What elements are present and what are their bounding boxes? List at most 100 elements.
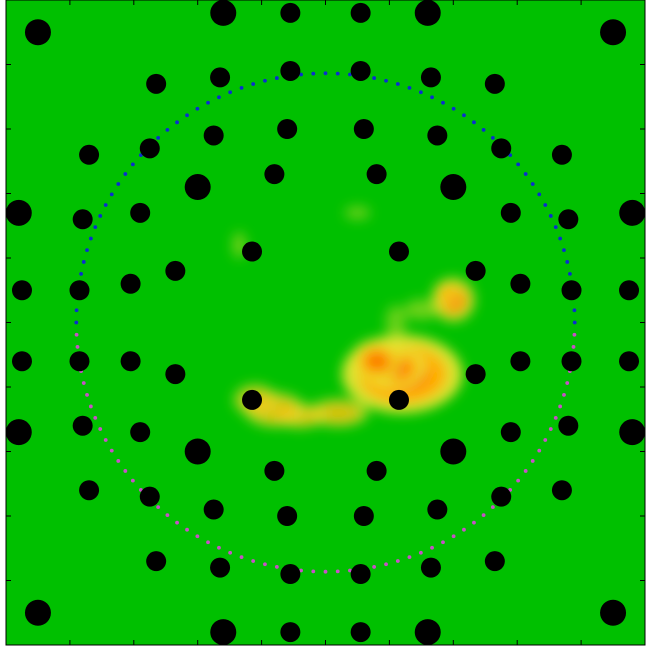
- small-marker: [139, 486, 160, 507]
- small-marker: [280, 2, 301, 23]
- lower-arc-dot: [217, 545, 221, 550]
- lower-arc-dot: [553, 415, 558, 420]
- upper-arc-dot: [348, 72, 352, 77]
- lower-arc-dot: [103, 438, 108, 442]
- upper-arc-dot: [175, 120, 179, 125]
- lower-arc-dot: [165, 513, 170, 518]
- upper-arc-dot: [206, 100, 210, 105]
- small-marker: [72, 415, 93, 436]
- small-marker: [427, 499, 448, 520]
- small-marker: [11, 351, 32, 372]
- upper-arc-dot: [103, 203, 108, 207]
- upper-arc-dot: [558, 236, 563, 241]
- lower-arc-dot: [516, 478, 521, 483]
- small-marker: [619, 280, 640, 301]
- small-marker: [388, 389, 409, 410]
- small-marker: [353, 506, 374, 526]
- upper-arc-dot: [395, 82, 400, 86]
- heat-blob-core: [365, 351, 389, 371]
- small-marker: [165, 260, 186, 281]
- lower-arc-dot: [372, 565, 377, 569]
- upper-arc-dot: [530, 182, 535, 186]
- heat-blob-outer: [404, 299, 439, 321]
- lower-arc-dot: [451, 534, 456, 539]
- large-marker: [414, 0, 441, 26]
- lower-arc-dot: [481, 513, 486, 518]
- small-marker: [277, 506, 298, 526]
- upper-arc-dot: [565, 260, 570, 264]
- heat-layer: [232, 205, 475, 429]
- small-marker: [72, 209, 93, 230]
- large-marker: [24, 599, 51, 626]
- lower-arc-dot: [195, 534, 200, 539]
- lower-arc-dot: [109, 448, 114, 453]
- lower-arc-dot: [523, 469, 528, 473]
- lower-arc-dot: [418, 550, 423, 555]
- small-marker: [561, 280, 582, 301]
- lower-arc-dot: [537, 448, 542, 453]
- upper-arc-dot: [263, 78, 267, 83]
- small-marker: [203, 499, 224, 520]
- large-marker: [600, 599, 627, 626]
- small-marker: [203, 125, 224, 146]
- lower-arc-dot: [239, 555, 244, 560]
- small-marker: [561, 351, 582, 372]
- small-marker: [551, 480, 572, 501]
- small-marker: [120, 351, 141, 372]
- small-marker: [465, 364, 486, 385]
- small-marker: [510, 351, 531, 372]
- upper-arc-dot: [481, 127, 486, 132]
- small-marker: [280, 564, 301, 585]
- upper-arc-dot: [116, 182, 121, 186]
- upper-arc-dot: [548, 214, 553, 218]
- heat-blob-outer: [344, 205, 371, 220]
- upper-arc-dot: [156, 135, 161, 140]
- upper-arc-dot: [323, 71, 328, 76]
- lower-arc-dot: [206, 540, 210, 545]
- upper-arc-dot: [130, 162, 135, 167]
- large-marker: [619, 199, 646, 226]
- small-marker: [139, 138, 160, 159]
- small-marker: [242, 241, 263, 262]
- lower-arc-dot: [572, 332, 577, 337]
- small-marker: [366, 164, 387, 185]
- small-marker: [69, 280, 90, 301]
- large-marker: [184, 438, 211, 465]
- small-marker: [350, 622, 371, 643]
- small-marker: [210, 557, 231, 578]
- upper-arc-dot: [537, 192, 542, 197]
- lower-arc-dot: [228, 550, 233, 555]
- upper-arc-dot: [407, 85, 412, 90]
- small-marker: [353, 119, 374, 139]
- lower-arc-dot: [323, 569, 328, 574]
- lower-arc-dot: [407, 555, 412, 560]
- upper-arc-dot: [553, 225, 558, 230]
- heat-blob-mid: [437, 283, 457, 304]
- lower-arc-dot: [251, 559, 256, 563]
- small-marker: [500, 422, 521, 443]
- upper-arc-dot: [185, 113, 189, 118]
- upper-arc-dot: [572, 308, 577, 313]
- upper-arc-dot: [516, 162, 521, 167]
- upper-arc-dot: [228, 90, 233, 95]
- lower-arc-dot: [548, 427, 553, 431]
- small-marker: [277, 119, 298, 139]
- small-marker: [11, 280, 32, 301]
- upper-arc-dot: [98, 214, 103, 218]
- lower-arc-dot: [85, 392, 89, 397]
- small-marker: [350, 564, 371, 585]
- upper-arc-dot: [93, 225, 98, 230]
- small-marker: [130, 202, 151, 223]
- heat-blob-mid: [315, 402, 361, 424]
- small-marker: [427, 125, 448, 146]
- upper-arc-dot: [217, 95, 221, 100]
- upper-arc-dot: [335, 71, 340, 76]
- upper-arc-dot: [311, 71, 316, 76]
- small-marker: [79, 144, 100, 165]
- lower-arc-dot: [93, 415, 98, 420]
- upper-arc-dot: [85, 248, 89, 253]
- lower-arc-dot: [299, 568, 303, 573]
- upper-arc-dot: [274, 76, 279, 80]
- upper-arc-dot: [562, 248, 566, 253]
- lower-arc-dot: [185, 527, 189, 532]
